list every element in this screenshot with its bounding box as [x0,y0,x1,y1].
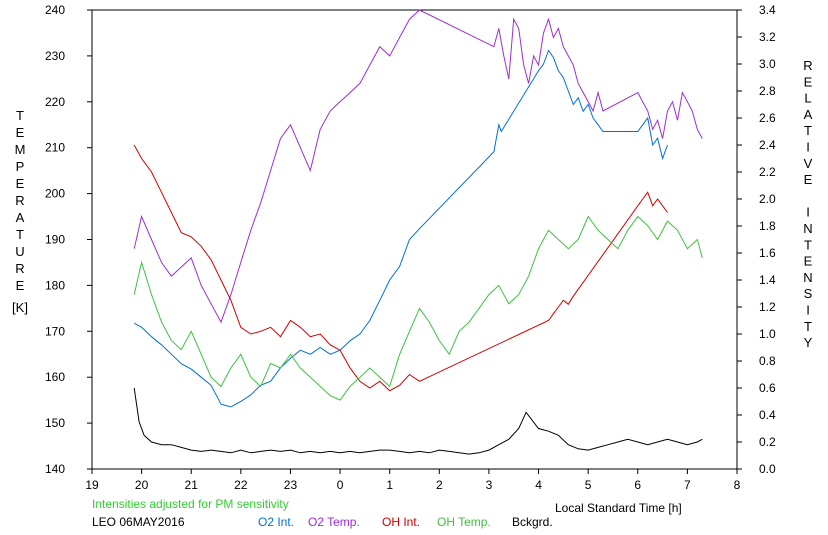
y-left-tick-label: 240 [45,3,65,17]
y-right-label-letter: R [803,58,812,73]
y-right-label-letter: T [804,123,812,138]
y-right-tick-label: 1.8 [759,219,776,233]
y-right-tick-label: 0.8 [759,354,776,368]
y-right-tick-label: 1.2 [759,300,776,314]
legend-entry: O2 Int. [258,515,294,529]
y-right-label-letter: E [804,74,813,89]
y-left-label-letter: R [15,261,24,276]
y-right-tick-label: 0.2 [759,435,776,449]
y-right-label-letter: I [806,303,810,318]
y-right-tick-label: 2.0 [759,192,776,206]
y-right-label-letter: A [804,107,813,122]
footer-station: LEO 06MAY2016 [92,515,185,529]
legend-entry: OH Int. [382,515,420,529]
y-left-tick-label: 220 [45,95,65,109]
x-tick-label: 3 [486,478,493,492]
series-line-o2-temp [133,9,703,324]
y-left-tick-label: 140 [45,462,65,476]
y-right-tick-label: 1.0 [759,327,776,341]
y-right-label-letter: S [804,286,813,301]
y-left-tick-label: 190 [45,233,65,247]
x-tick-label: 5 [585,478,592,492]
legend-entry: OH Temp. [437,515,491,529]
y-left-tick-label: 170 [45,324,65,338]
y-left-tick-label: 160 [45,370,65,384]
y-left-label-letter: P [16,159,25,174]
series-line-o2-int [133,49,668,408]
y-right-label-letter: N [803,270,812,285]
y-left-label-letter: U [15,244,24,259]
y-right-label-letter: I [806,140,810,155]
y-right-label-letter: T [804,237,812,252]
y-right-tick-label: 0.6 [759,381,776,395]
x-tick-label: 21 [185,478,199,492]
y-right-label-letter: V [804,156,813,171]
x-tick-label: 6 [634,478,641,492]
x-tick-label: 0 [337,478,344,492]
y-left-tick-label: 210 [45,141,65,155]
note-text: Intensities adjusted for PM sensitivity [92,497,289,511]
y-right-axis-ticks: 0.0 0.2 0.4 0.6 0.8 1.0 1.2 1.4 1.6 1.8 2.0 2.2 2.4 2… [737,3,776,476]
y-left-label-letter: A [16,210,25,225]
y-right-tick-label: 2.6 [759,111,776,125]
y-right-tick-label: 0.0 [759,462,776,476]
y-left-label-letter: E [16,176,25,191]
plot-frame [91,9,738,470]
y-right-label-letter: L [804,91,811,106]
y-left-label-letter: R [15,193,24,208]
x-tick-label: 20 [135,478,149,492]
y-left-tick-label: 200 [45,187,65,201]
x-tick-label: 7 [684,478,691,492]
y-left-label-letter: T [16,108,24,123]
x-tick-label: 19 [85,478,99,492]
y-right-tick-label: 3.4 [759,3,776,17]
y-right-label-letter: T [804,319,812,334]
y-right-tick-label: 2.4 [759,138,776,152]
y-right-tick-label: 2.8 [759,84,776,98]
y-left-label-letter: E [16,125,25,140]
legend: O2 Int. O2 Temp. OH Int. OH Temp. Bckgrd. [258,515,553,529]
x-tick-label: 4 [535,478,542,492]
y-right-label-letter: Y [804,335,813,350]
y-left-label-letter: M [15,142,26,157]
y-right-label-letter: E [804,172,813,187]
y-left-tick-label: 150 [45,416,65,430]
series-group [133,9,703,455]
legend-entry: O2 Temp. [308,515,360,529]
y-left-tick-label: 180 [45,278,65,292]
x-tick-label: 1 [386,478,393,492]
y-right-tick-label: 1.4 [759,273,776,287]
y-left-axis-ticks: 140 150 160 170 180 190 200 210 220 230 240 [45,3,92,476]
x-axis-ticks: 19 20 21 22 23 0 1 2 3 4 5 6 7 8 [85,469,741,492]
legend-entry: Bckgrd. [512,515,553,529]
y-right-tick-label: 1.6 [759,246,776,260]
x-tick-label: 22 [234,478,248,492]
y-right-label-letter: E [804,254,813,269]
x-tick-label: 8 [734,478,741,492]
y-axis-unit-left: [K] [12,300,28,315]
x-axis-label: Local Standard Time [h] [555,501,682,515]
y-right-label-letter: N [803,221,812,236]
y-left-tick-label: 230 [45,49,65,63]
y-right-tick-label: 3.0 [759,57,776,71]
x-tick-label: 2 [436,478,443,492]
series-line-oh-int [133,144,668,392]
y-right-tick-label: 3.2 [759,30,776,44]
y-left-label-letter: E [16,278,25,293]
series-line-bckgrd [133,387,703,455]
y-left-label-letter: T [16,227,24,242]
series-line-oh-temp [133,215,703,401]
y-right-tick-label: 0.4 [759,408,776,422]
y-right-label-letter: I [806,205,810,220]
y-right-tick-label: 2.2 [759,165,776,179]
x-tick-label: 23 [284,478,298,492]
